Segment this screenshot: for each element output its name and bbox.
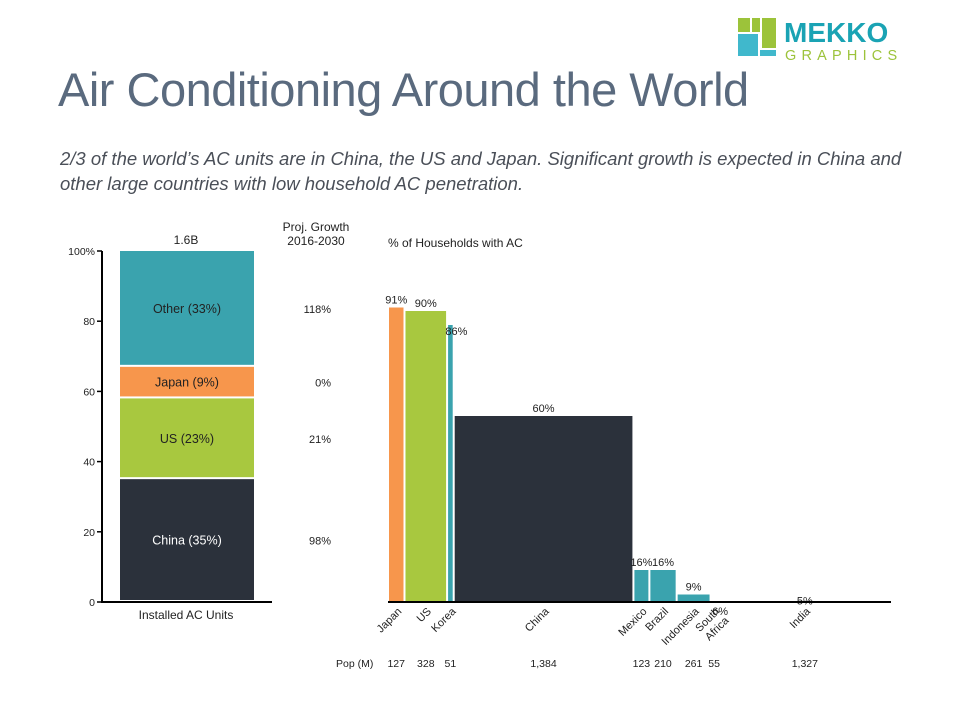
country-label-line: Brazil [643, 606, 671, 634]
country-label-line: Korea [429, 605, 459, 635]
installed-units-chart: 1.6B Proj. Growth 2016-2030 0 20 40 60 80 100… [68, 220, 349, 622]
pct-label: 16% [652, 557, 674, 569]
pop-value: 1,384 [530, 658, 556, 670]
bar-segment-us [120, 398, 254, 478]
page-title: Air Conditioning Around the World [58, 63, 749, 116]
pop-value: 328 [417, 658, 435, 670]
pct-label: 60% [533, 403, 555, 415]
segment-label: US (23%) [160, 432, 214, 446]
country-label: India [788, 605, 814, 631]
pct-label: 90% [415, 298, 437, 310]
pct-label: 9% [686, 582, 702, 594]
bar-china [454, 416, 633, 601]
growth-value: 118% [304, 304, 332, 316]
country-label: China [523, 605, 552, 634]
household-ac-chart: % of Households with AC 91% Japan 127 90% US… [336, 236, 891, 670]
logo-mark-icon [738, 18, 776, 56]
logo-text-top: MEKKO [784, 17, 888, 48]
y-tick-label: 40 [83, 457, 95, 469]
pop-value: 51 [445, 658, 457, 670]
pct-label: 91% [385, 295, 407, 307]
growth-header-line1: Proj. Growth [283, 220, 350, 234]
country-label-line: China [523, 605, 552, 634]
segment-label: Japan (9%) [155, 376, 219, 390]
country-label: Brazil [643, 606, 671, 634]
growth-header-line2: 2016-2030 [287, 234, 345, 248]
logo-text-bottom: GRAPHICS [785, 48, 902, 64]
growth-value: 98% [309, 536, 331, 548]
left-chart-total: 1.6B [174, 233, 199, 247]
country-label-line: Mexico [616, 606, 649, 639]
y-tick-label: 0 [89, 597, 95, 609]
bar-korea [448, 325, 453, 601]
pop-label: Pop (M) [336, 658, 373, 670]
stacked-bar: China (35%) 98% US (23%) 21% Japan (9%) 0% Oth… [120, 251, 331, 600]
y-tick-label: 20 [83, 527, 95, 539]
country-label: Korea [429, 605, 459, 635]
segment-label: Other (33%) [153, 302, 221, 316]
country-label-line: Japan [375, 606, 405, 636]
pct-label: 86% [445, 326, 467, 338]
pop-value: 55 [708, 658, 720, 670]
bar-brazil [650, 570, 676, 601]
page-subtitle: 2/3 of the world’s AC units are in China… [60, 148, 902, 194]
pop-value: 1,327 [792, 658, 818, 670]
pop-value: 127 [387, 658, 405, 670]
pop-value: 123 [633, 658, 651, 670]
pct-label: 6% [712, 606, 728, 618]
y-tick-label: 100% [68, 246, 95, 258]
y-axis: 0 20 40 60 80 100% [68, 246, 272, 609]
bar-japan [389, 307, 404, 601]
x-axis-label: Installed AC Units [139, 608, 234, 622]
mekko-bars: 91% Japan 127 90% US 328 86% Korea 51 60% China 1,3… [375, 295, 818, 671]
growth-value: 0% [315, 378, 331, 390]
segment-label: China (35%) [152, 534, 221, 548]
bar-segment-other [120, 251, 254, 365]
pop-value: 210 [654, 658, 672, 670]
country-label: US [415, 606, 434, 625]
bar-us [405, 311, 447, 601]
country-label-line: India [788, 605, 814, 631]
y-tick-label: 80 [83, 316, 95, 328]
country-label: Japan [375, 606, 405, 636]
country-label-line: US [415, 606, 434, 625]
bar-mexico [634, 570, 649, 601]
mekko-graphics-logo: MEKKO GRAPHICS [738, 17, 902, 64]
right-chart-title: % of Households with AC [388, 236, 523, 250]
bar-segment-japan [120, 366, 254, 397]
y-tick-label: 60 [83, 386, 95, 398]
bar-segment-china [120, 479, 254, 600]
country-label: Mexico [616, 606, 649, 639]
pop-value: 261 [685, 658, 703, 670]
growth-value: 21% [309, 434, 331, 446]
bar-indonesia [677, 594, 710, 601]
pct-label: 16% [630, 557, 652, 569]
